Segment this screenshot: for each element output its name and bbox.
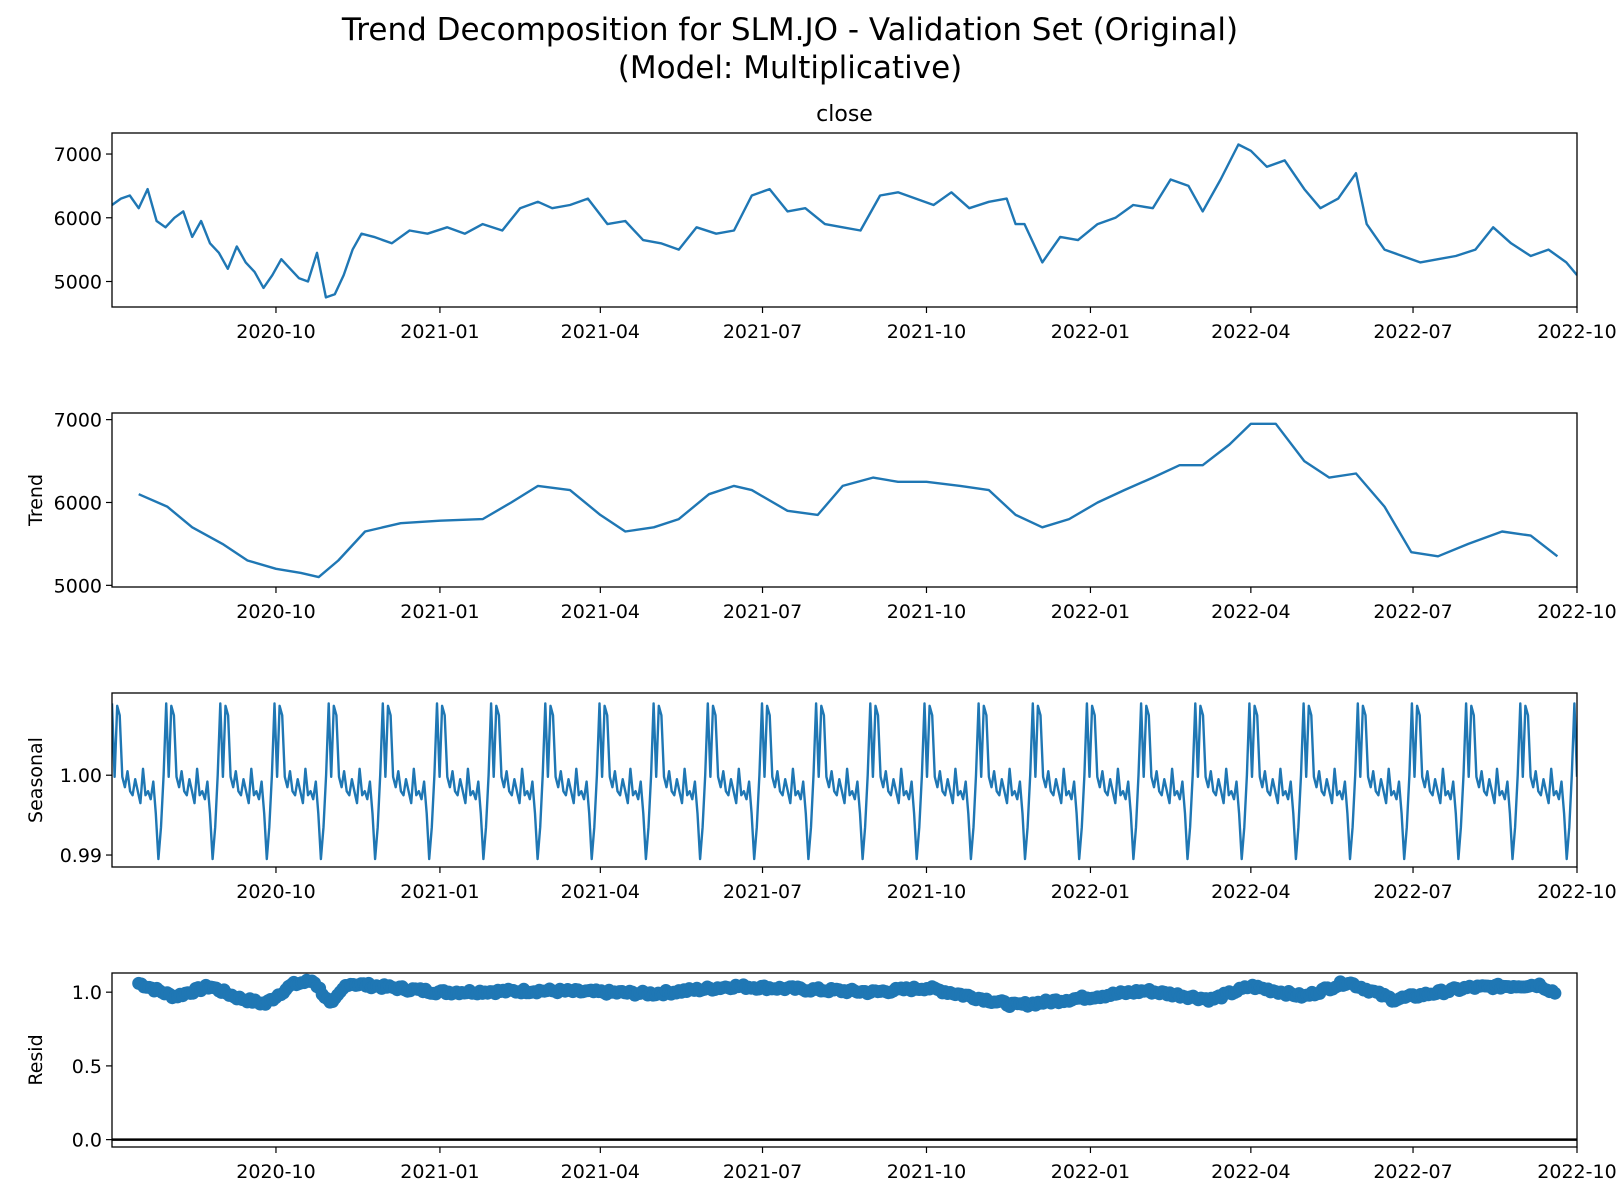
plot-area (138, 422, 1559, 579)
y-tick-label: 6000 (54, 492, 102, 514)
x-tick-label: 2022-04 (1211, 881, 1290, 903)
y-tick-label: 0.5 (72, 1056, 102, 1078)
x-tick-label: 2021-01 (400, 881, 479, 903)
x-tick-label: 2020-10 (236, 881, 315, 903)
x-tick-label: 2022-07 (1373, 881, 1452, 903)
y-tick-label: 5000 (54, 272, 102, 294)
x-tick-label: 2021-04 (561, 881, 640, 903)
series-line (138, 422, 1559, 579)
y-tick-label: 6000 (54, 208, 102, 230)
x-tick-label: 2022-01 (1051, 881, 1130, 903)
x-tick-label: 2022-07 (1373, 601, 1452, 623)
plot-area (112, 702, 1577, 861)
y-tick-label: 1.00 (60, 765, 102, 787)
x-tick-label: 2022-07 (1373, 321, 1452, 343)
x-tick-label: 2022-01 (1051, 321, 1130, 343)
seasonal-line (112, 702, 1577, 861)
x-tick-label: 2022-07 (1373, 1161, 1452, 1183)
x-tick-label: 2022-10 (1537, 1161, 1616, 1183)
panel-1: close 5000 6000 7000 2020-10 2021-01 2021-04 20… (54, 102, 1617, 343)
y-axis-label: Seasonal (25, 737, 47, 823)
resid-point (1548, 986, 1562, 1000)
axes-frame (111, 972, 1578, 1148)
y-tick-label: 7000 (54, 144, 102, 166)
x-tick-label: 2022-01 (1051, 601, 1130, 623)
plot-area (112, 143, 1577, 299)
x-tick-label: 2022-10 (1537, 601, 1616, 623)
x-tick-label: 2022-10 (1537, 881, 1616, 903)
y-tick-label: 7000 (54, 410, 102, 432)
panel-title: close (816, 102, 873, 127)
y-axis-label: Resid (25, 1034, 47, 1085)
x-tick-label: 2021-10 (887, 1161, 966, 1183)
x-tick-label: 2021-01 (400, 321, 479, 343)
x-tick-label: 2022-04 (1211, 601, 1290, 623)
panel-3: Seasonal 0.99 1.00 2020-10 2021-01 2021-04 202… (25, 692, 1617, 903)
x-tick-label: 2022-10 (1537, 321, 1616, 343)
x-tick-label: 2021-01 (400, 601, 479, 623)
plot-area (112, 973, 1577, 1141)
y-tick-label: 0.0 (72, 1130, 102, 1152)
x-tick-label: 2022-04 (1211, 321, 1290, 343)
x-tick-label: 2021-10 (887, 881, 966, 903)
x-tick-label: 2021-01 (400, 1161, 479, 1183)
x-tick-label: 2021-07 (723, 321, 802, 343)
x-tick-label: 2021-10 (887, 601, 966, 623)
y-axis-label: Trend (25, 474, 47, 527)
axes-frame (111, 132, 1578, 308)
panel-2: Trend 5000 6000 7000 2020-10 2021-01 2021-04 20… (25, 410, 1617, 623)
series-line (112, 143, 1577, 299)
x-tick-label: 2020-10 (236, 1161, 315, 1183)
x-tick-label: 2021-04 (561, 601, 640, 623)
figure-title-line2: (Model: Multiplicative) (618, 50, 962, 86)
x-tick-label: 2020-10 (236, 321, 315, 343)
axes-frame (111, 412, 1578, 588)
x-tick-label: 2020-10 (236, 601, 315, 623)
x-tick-label: 2021-07 (723, 881, 802, 903)
x-tick-label: 2021-10 (887, 321, 966, 343)
x-tick-label: 2021-07 (723, 1161, 802, 1183)
x-tick-label: 2021-07 (723, 601, 802, 623)
y-tick-label: 5000 (54, 575, 102, 597)
y-tick-label: 0.99 (60, 845, 102, 867)
x-tick-label: 2021-04 (561, 1161, 640, 1183)
x-tick-label: 2022-04 (1211, 1161, 1290, 1183)
x-tick-label: 2021-04 (561, 321, 640, 343)
figure-title-line1: Trend Decomposition for SLM.JO - Validat… (341, 12, 1238, 48)
axes-frame (111, 692, 1578, 868)
y-tick-label: 1.0 (72, 982, 102, 1004)
x-tick-label: 2022-01 (1051, 1161, 1130, 1183)
panel-4: Resid 0.0 0.5 1.0 2020-10 2021-01 2021-04 2021-… (25, 972, 1617, 1183)
